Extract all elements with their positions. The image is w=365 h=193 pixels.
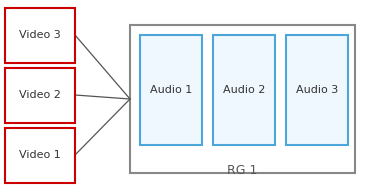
Bar [130,25,355,173]
Text: Audio 3: Audio 3 [296,85,338,95]
Bar [140,35,202,145]
Text: Video 3: Video 3 [19,30,61,41]
Bar [213,35,275,145]
Bar [5,8,75,63]
Bar [286,35,348,145]
Text: Video 2: Video 2 [19,91,61,101]
Text: RG 1: RG 1 [227,163,257,177]
Text: Video 1: Video 1 [19,151,61,161]
Bar [5,128,75,183]
Text: Audio 1: Audio 1 [150,85,192,95]
Bar [5,68,75,123]
Text: Audio 2: Audio 2 [223,85,265,95]
